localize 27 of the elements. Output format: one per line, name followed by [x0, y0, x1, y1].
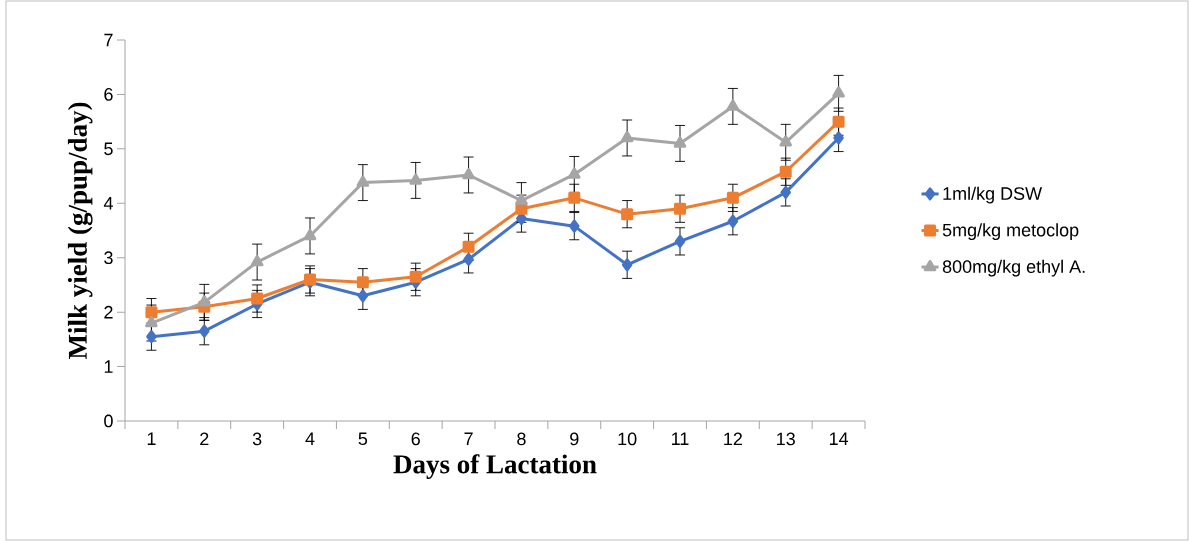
y-tick-label: 7: [104, 33, 113, 47]
y-tick-label: 6: [104, 88, 113, 101]
y-tick-label: 2: [104, 305, 113, 319]
x-tick-label: 8: [517, 432, 526, 446]
y-tick-label: 5: [104, 142, 113, 156]
legend-label: 5mg/kg metoclop: [942, 223, 1079, 240]
x-tick-label: 13: [777, 432, 795, 446]
legend-label: 1ml/kg DSW: [943, 186, 1043, 204]
y-tick-label: 4: [103, 197, 113, 210]
x-tick-label: 4: [305, 432, 315, 445]
x-tick-label: 10: [618, 432, 637, 446]
x-tick-label: 2: [200, 432, 209, 446]
x-tick-label: 7: [464, 432, 473, 445]
y-tick-label: 0: [104, 414, 113, 428]
x-tick-label: 1: [147, 432, 156, 445]
x-tick-label: 9: [570, 432, 579, 446]
x-tick-label: 11: [672, 432, 689, 445]
x-tick-label: 12: [724, 432, 742, 446]
y-tick-label: 3: [104, 251, 113, 265]
x-axis-title: Days of Lactation: [393, 454, 597, 479]
x-tick-label: 5: [358, 432, 368, 446]
legend-label: 800mg/kg ethyl A.: [942, 259, 1085, 277]
y-tick-label: 1: [104, 360, 113, 373]
x-tick-label: 3: [252, 432, 262, 446]
x-tick-label: 14: [829, 432, 849, 445]
y-axis-title: Milk yield (g/pup/day): [67, 102, 93, 360]
x-tick-label: 6: [411, 432, 420, 446]
